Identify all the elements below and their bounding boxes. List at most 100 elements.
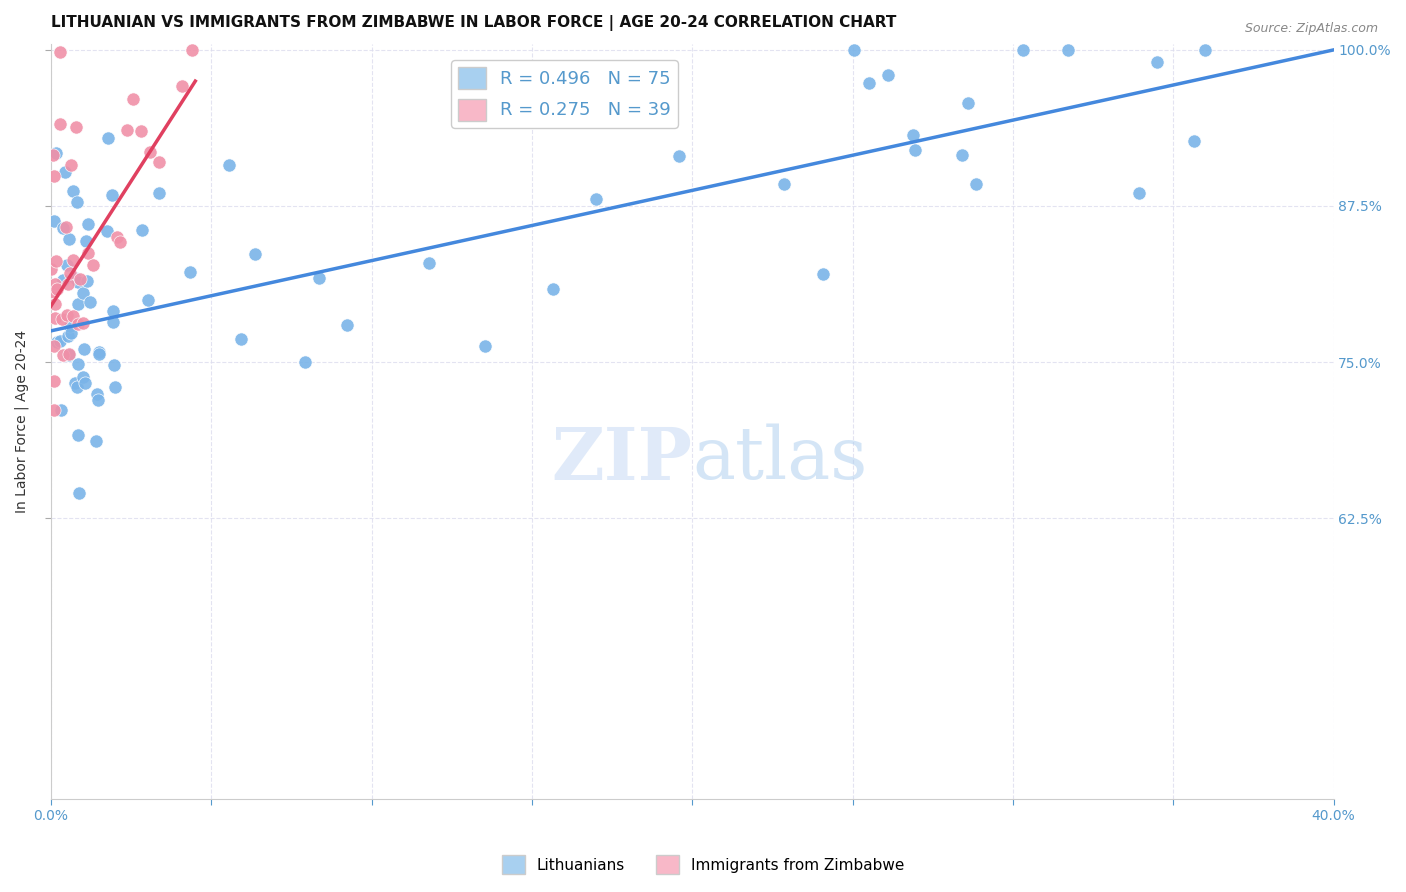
Y-axis label: In Labor Force | Age 20-24: In Labor Force | Age 20-24 [15,330,30,513]
Point [418,256,440,270]
Point [1194,43,1216,57]
Point [952,147,974,161]
Point [44,169,66,183]
Point [49,117,72,131]
Point [1128,186,1150,200]
Point [129,124,152,138]
Point [45,335,67,350]
Point [42,214,65,228]
Point [75,234,97,248]
Point [45,282,67,296]
Point [101,303,124,318]
Point [51,311,73,326]
Point [105,229,128,244]
Point [1182,134,1205,148]
Legend: R = 0.496   N = 75, R = 0.275   N = 39: R = 0.496 N = 75, R = 0.275 N = 39 [451,61,678,128]
Point [73,376,96,390]
Point [72,316,94,330]
Point [48,45,70,60]
Point [858,76,880,90]
Point [87,392,110,407]
Point [67,297,90,311]
Point [49,334,72,349]
Point [66,380,89,394]
Point [474,339,496,353]
Point [66,195,89,210]
Point [55,219,77,234]
Point [42,148,65,162]
Point [66,275,89,289]
Point [65,120,87,134]
Point [965,178,987,192]
Point [229,333,252,347]
Point [58,347,80,361]
Point [108,235,131,250]
Point [86,434,108,448]
Point [541,282,564,296]
Text: Source: ZipAtlas.com: Source: ZipAtlas.com [1244,22,1378,36]
Point [59,318,82,333]
Point [181,43,204,57]
Point [1012,43,1035,57]
Point [668,149,690,163]
Point [585,193,607,207]
Point [69,272,91,286]
Point [842,43,865,57]
Point [67,317,90,331]
Point [103,359,125,373]
Point [122,92,145,106]
Point [336,318,359,332]
Point [76,217,98,231]
Text: atlas: atlas [692,424,868,494]
Point [52,348,75,362]
Point [72,369,94,384]
Legend: Lithuanians, Immigrants from Zimbabwe: Lithuanians, Immigrants from Zimbabwe [496,849,910,880]
Point [73,342,96,356]
Point [67,357,90,371]
Point [56,328,79,343]
Point [904,143,927,157]
Point [44,374,66,388]
Point [104,380,127,394]
Point [65,270,87,285]
Point [136,293,159,307]
Point [811,267,834,281]
Point [901,128,924,142]
Point [82,258,104,272]
Point [56,277,79,292]
Point [1057,43,1080,57]
Text: LITHUANIAN VS IMMIGRANTS FROM ZIMBABWE IN LABOR FORCE | AGE 20-24 CORRELATION CH: LITHUANIAN VS IMMIGRANTS FROM ZIMBABWE I… [51,15,897,31]
Point [1146,54,1168,69]
Point [139,145,162,160]
Point [62,253,84,268]
Point [101,315,124,329]
Point [308,271,330,285]
Point [45,253,67,268]
Point [62,310,84,324]
Point [67,485,90,500]
Point [243,246,266,260]
Point [58,231,80,245]
Point [39,262,62,277]
Point [56,258,79,272]
Point [44,310,66,325]
Point [86,387,108,401]
Point [89,347,111,361]
Point [87,345,110,359]
Point [77,246,100,260]
Point [56,308,79,322]
Point [44,297,66,311]
Point [66,427,89,442]
Point [59,158,82,172]
Text: ZIP: ZIP [551,424,692,495]
Point [52,220,75,235]
Point [218,158,240,172]
Point [58,348,80,362]
Point [101,188,124,202]
Point [96,225,118,239]
Point [957,95,980,110]
Point [72,285,94,300]
Point [42,285,65,299]
Point [148,155,170,169]
Point [773,177,796,191]
